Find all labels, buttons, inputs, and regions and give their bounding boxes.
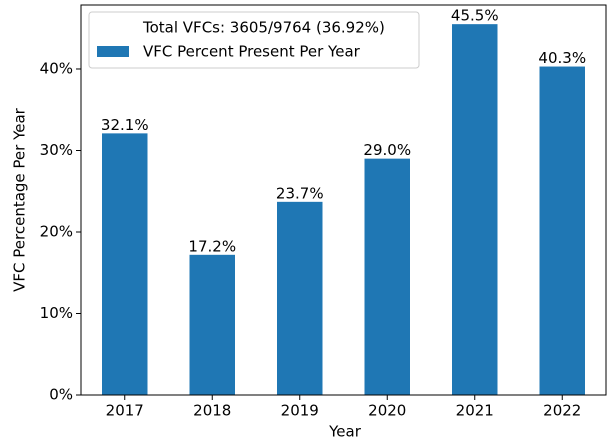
x-tick-label: 2018	[193, 402, 231, 420]
x-tick-label: 2020	[368, 402, 406, 420]
bar	[539, 66, 585, 396]
x-tick-label: 2019	[281, 402, 319, 420]
y-tick-label: 20%	[40, 222, 73, 240]
y-tick-label: 10%	[40, 304, 73, 322]
legend-box	[88, 11, 420, 69]
value-label: 23.7%	[276, 184, 324, 202]
value-label: 40.3%	[538, 49, 586, 67]
bar	[189, 254, 235, 395]
value-label: 29.0%	[363, 141, 411, 159]
value-label: 32.1%	[101, 116, 149, 134]
axes-frame	[80, 4, 607, 396]
legend-annotation: Total VFCs: 3605/9764 (36.92%)	[142, 19, 385, 37]
bar	[364, 158, 410, 395]
legend-label: VFC Percent Present Per Year	[143, 43, 361, 61]
x-axis-label: Year	[328, 423, 362, 440]
value-label: 45.5%	[451, 7, 499, 25]
y-tick-label: 40%	[40, 59, 73, 77]
value-label: 17.2%	[188, 237, 236, 255]
bar	[452, 24, 498, 396]
y-axis-label: VFC Percentage Per Year	[11, 107, 29, 292]
y-tick-label: 0%	[49, 386, 73, 404]
y-tick-label: 30%	[40, 141, 73, 159]
x-tick-label: 2021	[456, 402, 494, 420]
legend-swatch	[97, 46, 129, 57]
bar	[102, 133, 148, 395]
x-tick-label: 2022	[543, 402, 581, 420]
bar	[277, 201, 323, 395]
x-tick-label: 2017	[106, 402, 144, 420]
